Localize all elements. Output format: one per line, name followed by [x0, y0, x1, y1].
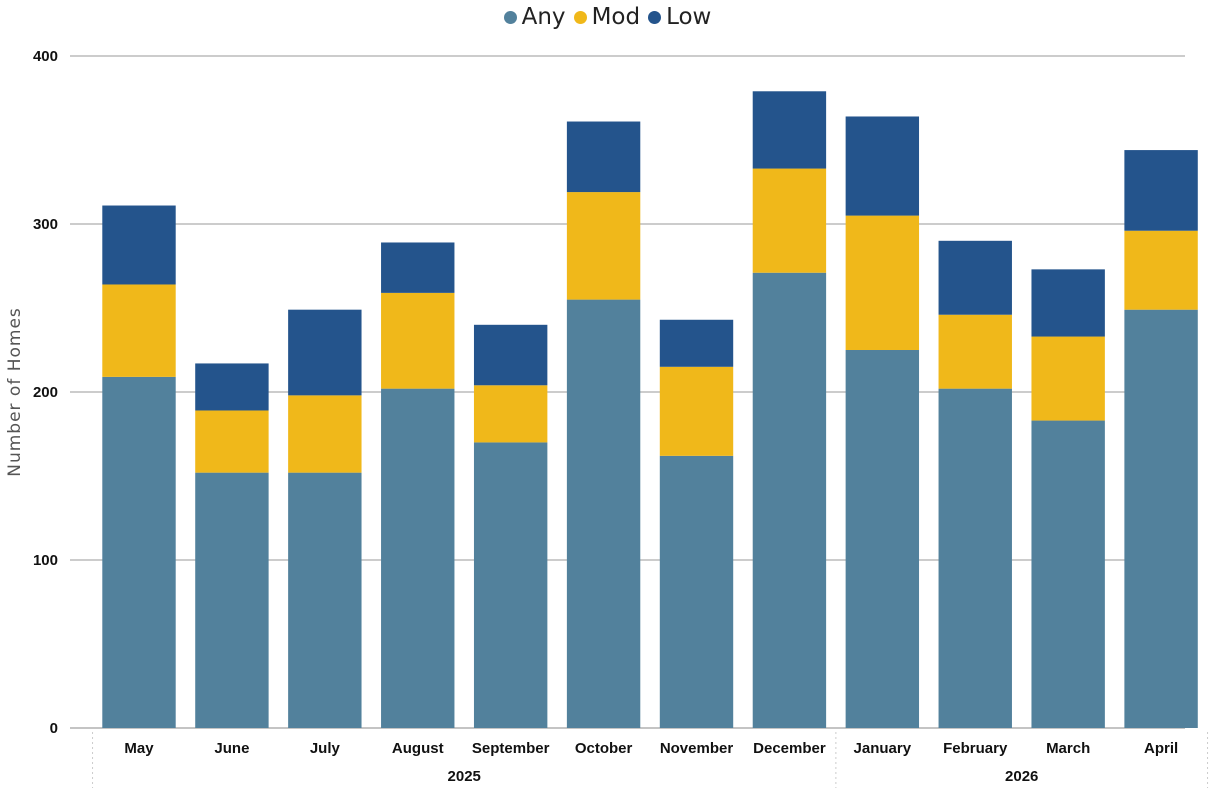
legend-swatch-mod — [573, 10, 587, 24]
bar-any-april[interactable] — [1124, 309, 1198, 728]
y-tick-0: 0 — [50, 720, 58, 737]
x-tick-may: May — [124, 740, 154, 757]
bar-low-november[interactable] — [659, 319, 734, 367]
x-tick-february: February — [943, 740, 1008, 757]
bar-low-december[interactable] — [752, 91, 827, 169]
x-tick-june: June — [214, 740, 249, 757]
bar-mod-september[interactable] — [473, 385, 548, 443]
y-axis-label: Number of Homes — [5, 307, 25, 477]
x-tick-march: March — [1046, 740, 1090, 757]
bar-any-july[interactable] — [288, 472, 362, 728]
legend-label-any: Any — [521, 4, 566, 30]
bar-low-august[interactable] — [381, 242, 455, 293]
bar-low-may[interactable] — [102, 205, 176, 285]
y-tick-100: 100 — [33, 552, 58, 569]
bar-mod-december[interactable] — [752, 168, 827, 273]
bar-mod-july[interactable] — [288, 395, 362, 473]
x-tick-october: October — [575, 740, 633, 757]
x-group-2025: 2025 — [448, 768, 481, 785]
y-tick-200: 200 — [33, 384, 58, 401]
x-group-2026: 2026 — [1005, 768, 1038, 785]
bar-any-december[interactable] — [752, 272, 827, 728]
bar-mod-may[interactable] — [102, 284, 176, 377]
x-tick-september: September — [472, 740, 550, 757]
bar-any-october[interactable] — [566, 299, 641, 728]
x-axis-categories: May June July August September October Novembe… — [124, 740, 1178, 757]
legend-swatch-low — [648, 10, 662, 24]
bar-low-september[interactable] — [473, 324, 548, 386]
bar-low-july[interactable] — [288, 309, 362, 396]
bar-any-january[interactable] — [845, 350, 920, 728]
legend-swatch-any — [503, 10, 517, 24]
bar-mod-october[interactable] — [566, 192, 641, 300]
bar-any-november[interactable] — [659, 455, 734, 728]
y-tick-300: 300 — [33, 216, 58, 233]
x-tick-november: November — [660, 740, 734, 757]
bar-low-january[interactable] — [845, 116, 920, 216]
x-tick-january: January — [854, 740, 912, 757]
x-axis-groups: 2025 2026 — [92, 732, 1209, 788]
bar-mod-june[interactable] — [195, 410, 269, 473]
legend-label-low: Low — [666, 4, 712, 30]
bar-mod-february[interactable] — [938, 314, 1012, 389]
bar-series — [102, 91, 1198, 728]
x-tick-april: April — [1144, 740, 1178, 757]
bar-mod-april[interactable] — [1124, 230, 1198, 310]
bar-low-april[interactable] — [1124, 150, 1198, 231]
legend-item-low[interactable]: Low — [648, 4, 711, 30]
bar-mod-march[interactable] — [1031, 336, 1105, 421]
x-tick-july: July — [310, 740, 341, 757]
y-axis-ticks: 0 100 200 300 400 — [33, 48, 58, 737]
bar-any-september[interactable] — [473, 442, 548, 728]
x-tick-august: August — [392, 740, 444, 757]
bar-any-february[interactable] — [938, 388, 1012, 728]
bar-any-june[interactable] — [195, 472, 269, 728]
bar-mod-january[interactable] — [845, 215, 920, 350]
bar-any-may[interactable] — [102, 376, 176, 728]
legend-item-mod[interactable]: Mod — [573, 4, 641, 30]
chart-legend: Any Mod Low — [0, 2, 1215, 32]
y-tick-400: 400 — [33, 48, 58, 65]
x-tick-december: December — [753, 740, 826, 757]
bar-any-march[interactable] — [1031, 420, 1105, 728]
legend-item-any[interactable]: Any — [503, 4, 566, 30]
bar-mod-november[interactable] — [659, 366, 734, 456]
bar-low-february[interactable] — [938, 240, 1012, 315]
bar-mod-august[interactable] — [381, 292, 455, 389]
bar-low-june[interactable] — [195, 363, 269, 411]
bar-any-august[interactable] — [381, 388, 455, 728]
bar-low-october[interactable] — [566, 121, 641, 193]
legend-label-mod: Mod — [591, 4, 641, 30]
bar-low-march[interactable] — [1031, 269, 1105, 337]
